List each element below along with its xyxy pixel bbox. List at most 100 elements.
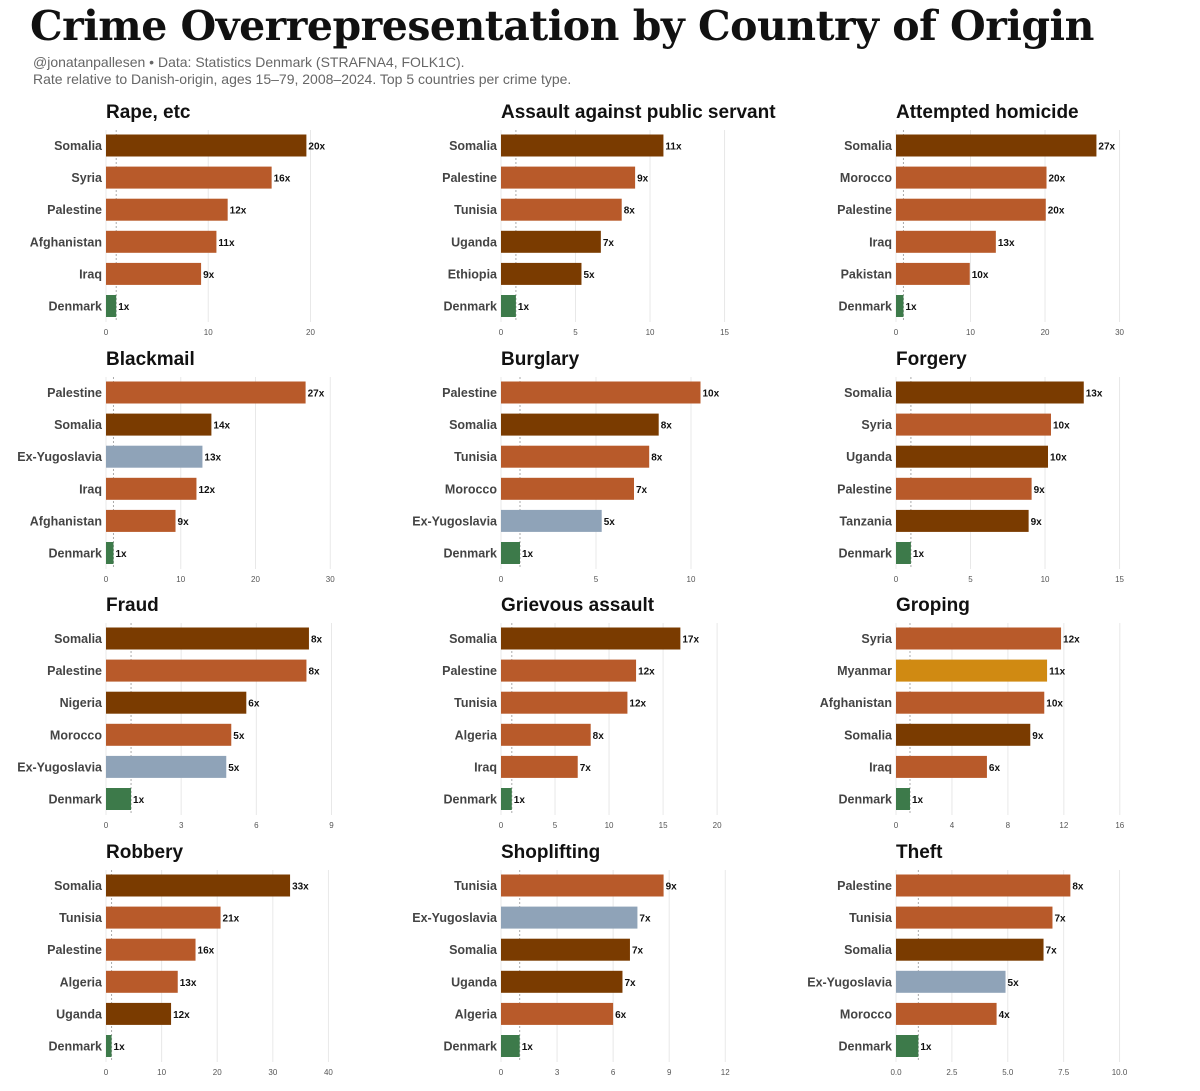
value-label: 5x	[233, 731, 245, 742]
bar-denmark	[106, 788, 132, 810]
value-label: 7x	[1046, 946, 1058, 957]
value-label: 8x	[311, 635, 323, 646]
value-label: 13x	[180, 978, 197, 989]
x-tick-label: 0	[499, 1068, 504, 1077]
chart-panel-assault-against-public-servant: 0 5 10 15 Assault against public servant Soma…	[442, 102, 776, 337]
value-label: 10x	[1050, 453, 1067, 464]
category-label: Somalia	[54, 632, 103, 646]
bar-iraq	[106, 477, 197, 500]
bar-somalia	[501, 413, 659, 436]
chart-panel-rape-etc: 0 10 20 Rape, etc Somalia 20x Syria 16x Palestin…	[30, 102, 326, 337]
bar-tunisia	[896, 906, 1053, 929]
bar-somalia	[106, 627, 309, 650]
x-tick-label: 10	[687, 575, 696, 584]
category-label: Myanmar	[837, 664, 892, 678]
value-label: 12x	[638, 667, 655, 678]
value-label: 8x	[308, 667, 320, 678]
bar-palestine	[501, 381, 701, 404]
x-tick-label: 20	[251, 575, 260, 584]
value-label: 7x	[580, 763, 592, 774]
x-tick-label: 10	[157, 1068, 166, 1077]
value-label: 11x	[1049, 667, 1066, 678]
category-label: Somalia	[449, 943, 498, 957]
value-label: 7x	[1054, 914, 1066, 925]
bar-somalia	[501, 134, 664, 157]
bar-tunisia	[501, 874, 664, 897]
bar-palestine	[896, 874, 1071, 897]
value-label: 1x	[114, 1042, 126, 1053]
category-label: Palestine	[442, 386, 497, 400]
bar-palestine	[106, 198, 228, 221]
value-label: 13x	[998, 238, 1015, 249]
chart-panel-attempted-homicide: 0 10 20 30 Attempted homicide Somalia 27x Moroc…	[837, 102, 1124, 337]
bar-somalia	[501, 627, 681, 650]
value-label: 1x	[118, 302, 130, 313]
bar-palestine	[896, 477, 1032, 500]
value-label: 9x	[1031, 517, 1043, 528]
x-tick-label: 0	[104, 821, 109, 830]
value-label: 12x	[230, 206, 247, 217]
chart-panel-theft: 0.0 2.5 5.0 7.5 10.0 Theft Palestine 8x Tunisia 7…	[807, 842, 1128, 1077]
x-tick-label: 2.5	[946, 1068, 958, 1077]
value-label: 8x	[1072, 882, 1084, 893]
category-label: Tunisia	[454, 450, 498, 464]
bar-afghanistan	[106, 230, 217, 253]
category-label: Somalia	[54, 418, 103, 432]
category-label: Syria	[861, 632, 893, 646]
value-label: 6x	[615, 1010, 627, 1021]
value-label: 6x	[248, 699, 260, 710]
value-label: 27x	[308, 389, 325, 400]
bar-denmark	[896, 788, 910, 810]
category-label: Tunisia	[454, 203, 498, 217]
x-tick-label: 15	[720, 328, 729, 337]
chart-title: Forgery	[896, 349, 967, 370]
bar-morocco	[106, 723, 232, 746]
x-tick-label: 12	[721, 1068, 730, 1077]
category-label: Morocco	[50, 728, 102, 742]
bar-somalia	[896, 134, 1097, 157]
bar-tunisia	[501, 445, 650, 468]
value-label: 12x	[198, 485, 215, 496]
bar-somalia	[896, 938, 1044, 961]
category-label: Morocco	[840, 1007, 892, 1021]
x-tick-label: 0	[499, 575, 504, 584]
x-tick-label: 10.0	[1112, 1068, 1128, 1077]
category-label: Denmark	[839, 547, 893, 561]
x-tick-label: 3	[555, 1068, 560, 1077]
bar-syria	[106, 166, 272, 189]
category-label: Somalia	[449, 418, 498, 432]
category-label: Tunisia	[59, 911, 103, 925]
chart-title: Theft	[896, 842, 943, 863]
chart-panel-robbery: 0 10 20 30 40 Robbery Somalia 33x Tunisia 21x Pale…	[47, 842, 333, 1077]
value-label: 16x	[274, 174, 291, 185]
x-tick-label: 20	[306, 328, 315, 337]
x-tick-label: 10	[204, 328, 213, 337]
x-tick-label: 0	[104, 1068, 109, 1077]
category-label: Pakistan	[841, 267, 892, 281]
value-label: 12x	[1063, 635, 1080, 646]
x-tick-label: 16	[1115, 821, 1124, 830]
value-label: 8x	[661, 421, 673, 432]
category-label: Denmark	[49, 300, 103, 314]
value-label: 9x	[666, 882, 678, 893]
category-label: Ethiopia	[448, 267, 498, 281]
value-label: 7x	[639, 914, 651, 925]
chart-panel-fraud: 0 3 6 9 Fraud Somalia 8x Palestine 8x Nigeria 6x Mo…	[17, 595, 334, 830]
bar-denmark	[896, 295, 904, 317]
category-label: Ex-Yugoslavia	[412, 911, 498, 925]
x-tick-label: 0	[894, 821, 899, 830]
bar-ex-yugoslavia	[106, 755, 227, 778]
category-label: Uganda	[451, 975, 498, 989]
category-label: Afghanistan	[30, 235, 102, 249]
category-label: Somalia	[844, 728, 893, 742]
chart-panel-blackmail: 0 10 20 30 Blackmail Palestine 27x Somalia 14x Ex…	[17, 349, 335, 584]
category-label: Iraq	[869, 235, 892, 249]
category-label: Algeria	[455, 728, 498, 742]
value-label: 6x	[989, 763, 1001, 774]
bar-somalia	[501, 938, 630, 961]
category-label: Somalia	[449, 139, 498, 153]
category-label: Somalia	[844, 386, 893, 400]
chart-title: Assault against public servant	[501, 102, 776, 123]
value-label: 9x	[1034, 485, 1046, 496]
value-label: 1x	[518, 302, 530, 313]
